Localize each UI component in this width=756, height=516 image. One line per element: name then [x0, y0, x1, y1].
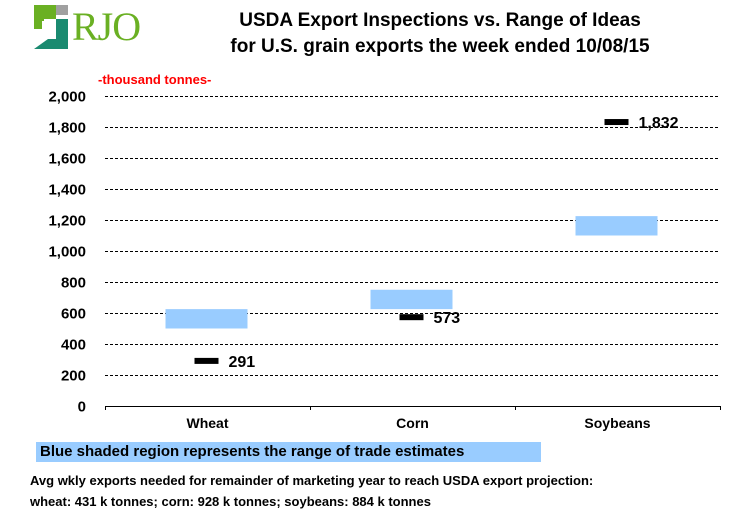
legend-range-note: Blue shaded region represents the range …: [36, 442, 541, 462]
y-tick-label: 1,000: [48, 244, 86, 261]
chart-title-line2: for U.S. grain exports the week ended 10…: [230, 36, 650, 57]
range-bar-soybeans: [575, 216, 658, 236]
chart-plot: 0 200 400 600 800 1,000 1,200 1,400 1,600 1,800 2,…: [48, 89, 721, 431]
x-category-label: Soybeans: [584, 415, 650, 431]
y-tick-label: 2,000: [48, 89, 86, 106]
x-category-label: Corn: [396, 415, 429, 431]
y-tick-label: 0: [78, 399, 86, 416]
footnote-line1: Avg wkly exports needed for remainder of…: [30, 473, 594, 488]
logo-text: RJO: [72, 4, 141, 49]
y-tick-label: 1,600: [48, 151, 86, 168]
inspection-marker-corn: [399, 314, 424, 321]
y-tick-label: 1,800: [48, 120, 86, 137]
y-tick-label: 600: [61, 306, 86, 323]
y-tick-label: 1,200: [48, 213, 86, 230]
x-category-label: Wheat: [187, 415, 229, 431]
range-bar-wheat: [165, 309, 248, 329]
y-tick-label: 1,400: [48, 182, 86, 199]
data-label: 573: [434, 310, 461, 327]
chart-title-line1: USDA Export Inspections vs. Range of Ide…: [239, 10, 641, 31]
logo-mark-icon: [34, 5, 68, 49]
y-tick-label: 400: [61, 337, 86, 354]
inspection-marker-soybeans: [604, 119, 629, 126]
data-label: 1,832: [639, 115, 679, 132]
inspection-marker-wheat: [194, 357, 219, 364]
footnote-line2: wheat: 431 k tonnes; corn: 928 k tonnes;…: [30, 494, 431, 509]
data-label: 291: [229, 354, 256, 371]
y-tick-label: 200: [61, 368, 86, 385]
rjo-logo: RJO: [34, 4, 141, 49]
range-bar-corn: [370, 289, 453, 310]
y-tick-label: 800: [61, 275, 86, 292]
y-axis-units-label: -thousand tonnes-: [98, 72, 212, 87]
